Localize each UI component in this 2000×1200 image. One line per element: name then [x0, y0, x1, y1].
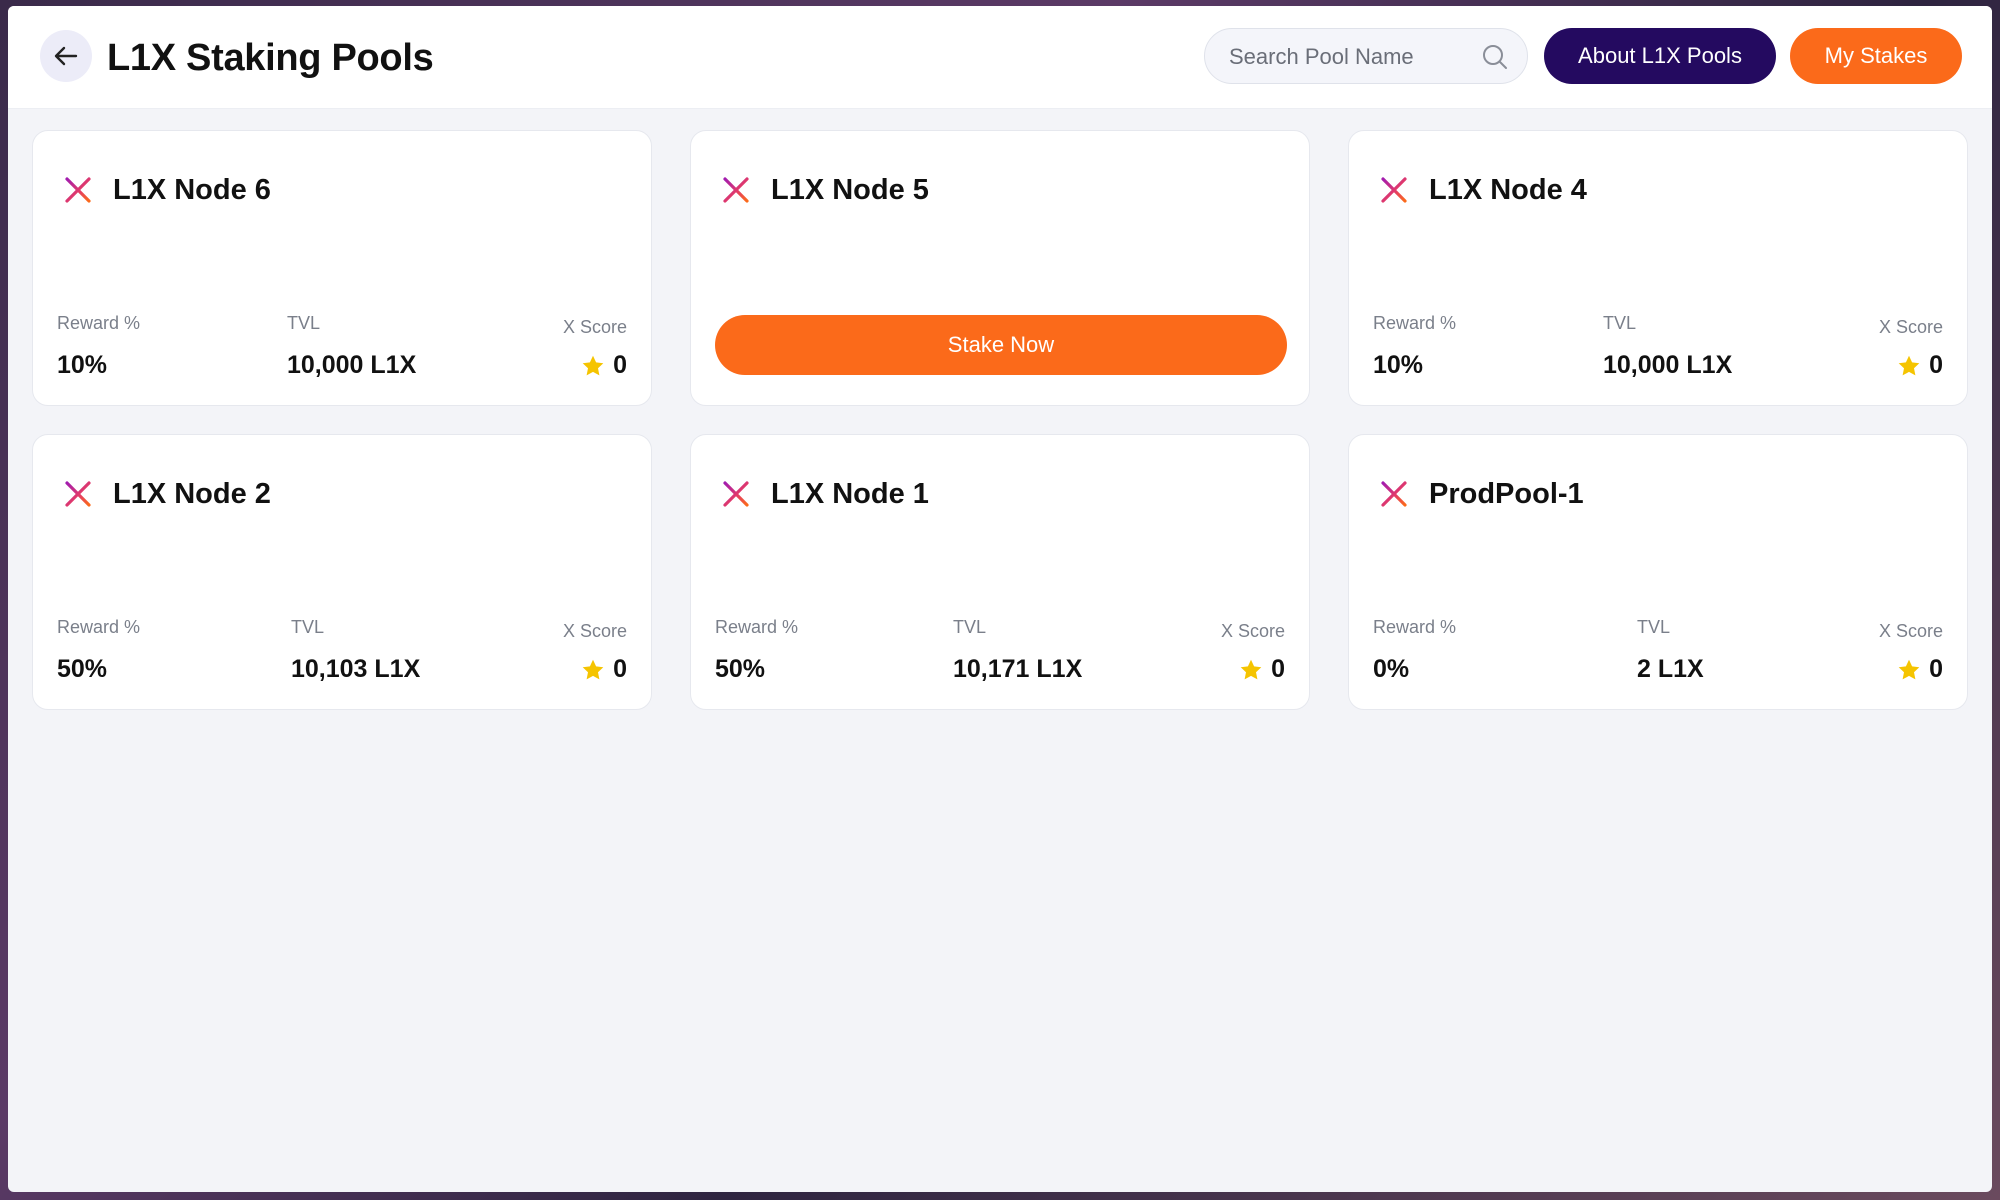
star-icon: [581, 354, 605, 378]
back-button[interactable]: [40, 30, 92, 82]
search-box[interactable]: [1204, 28, 1528, 85]
arrow-left-icon: [54, 46, 78, 66]
reward-value: 50%: [715, 655, 766, 683]
tvl-label: TVL: [287, 313, 321, 333]
about-pools-button[interactable]: About L1X Pools: [1544, 28, 1776, 84]
pool-card[interactable]: L1X Node 6 Reward % 10% TVL 10,000 L1X X…: [32, 130, 652, 406]
tvl-value: 10,000 L1X: [287, 351, 417, 379]
pool-name: L1X Node 2: [113, 478, 271, 510]
tvl-value: 2 L1X: [1637, 655, 1704, 683]
tvl-value: 10,171 L1X: [953, 655, 1083, 683]
pool-card[interactable]: L1X Node 1 Reward % 50% TVL 10,171 L1X X…: [690, 434, 1310, 710]
l1x-logo-icon: [1373, 473, 1415, 515]
xscore-number: 0: [1271, 655, 1285, 683]
l1x-logo-icon: [715, 169, 757, 211]
xscore-value: 0: [581, 655, 627, 684]
star-icon: [581, 658, 605, 682]
reward-value: 50%: [57, 655, 108, 683]
xscore-value: 0: [1239, 655, 1285, 684]
xscore-number: 0: [1929, 351, 1943, 379]
pool-name: L1X Node 6: [113, 174, 271, 206]
reward-value: 0%: [1373, 655, 1410, 683]
tvl-value: 10,103 L1X: [291, 655, 421, 683]
xscore-value: 0: [1897, 351, 1943, 380]
reward-label: Reward %: [57, 313, 141, 333]
reward-value: 10%: [1373, 351, 1424, 379]
pool-card[interactable]: L1X Node 4 Reward % 10% TVL 10,000 L1X X…: [1348, 130, 1968, 406]
tvl-label: TVL: [1637, 617, 1671, 637]
l1x-logo-icon: [57, 473, 99, 515]
search-icon[interactable]: [1481, 43, 1509, 71]
app-window: L1X Staking Pools About L1X Pools My Sta…: [8, 6, 1992, 1192]
pool-name: L1X Node 4: [1429, 174, 1587, 206]
xscore-number: 0: [1929, 655, 1943, 683]
reward-label: Reward %: [1373, 313, 1457, 333]
xscore-number: 0: [613, 351, 627, 379]
tvl-label: TVL: [291, 617, 325, 637]
reward-label: Reward %: [1373, 617, 1457, 637]
tvl-value: 10,000 L1X: [1603, 351, 1733, 379]
tvl-label: TVL: [953, 617, 987, 637]
xscore-label: X Score: [562, 317, 627, 337]
star-icon: [1239, 658, 1263, 682]
star-icon: [1897, 658, 1921, 682]
pool-name: L1X Node 5: [771, 174, 929, 206]
search-input[interactable]: [1227, 29, 1471, 85]
xscore-label: X Score: [1878, 317, 1943, 337]
my-stakes-button[interactable]: My Stakes: [1790, 28, 1962, 84]
xscore-label: X Score: [1878, 621, 1943, 641]
xscore-value: 0: [1897, 655, 1943, 684]
reward-label: Reward %: [57, 617, 141, 637]
l1x-logo-icon: [715, 473, 757, 515]
l1x-logo-icon: [57, 169, 99, 211]
pool-card[interactable]: L1X Node 2 Reward % 50% TVL 10,103 L1X X…: [32, 434, 652, 710]
pool-card[interactable]: L1X Node 5 Stake Now: [690, 130, 1310, 406]
xscore-label: X Score: [1220, 621, 1285, 641]
xscore-value: 0: [581, 351, 627, 380]
tvl-label: TVL: [1603, 313, 1637, 333]
xscore-label: X Score: [562, 621, 627, 641]
header-bar: L1X Staking Pools About L1X Pools My Sta…: [8, 6, 1992, 109]
xscore-number: 0: [613, 655, 627, 683]
stake-now-button[interactable]: Stake Now: [715, 315, 1287, 375]
page-title: L1X Staking Pools: [107, 37, 434, 79]
pool-name: L1X Node 1: [771, 478, 929, 510]
l1x-logo-icon: [1373, 169, 1415, 211]
pool-card[interactable]: ProdPool-1 Reward % 0% TVL 2 L1X X Score…: [1348, 434, 1968, 710]
pool-name: ProdPool-1: [1429, 478, 1584, 510]
star-icon: [1897, 354, 1921, 378]
reward-value: 10%: [57, 351, 108, 379]
reward-label: Reward %: [715, 617, 799, 637]
